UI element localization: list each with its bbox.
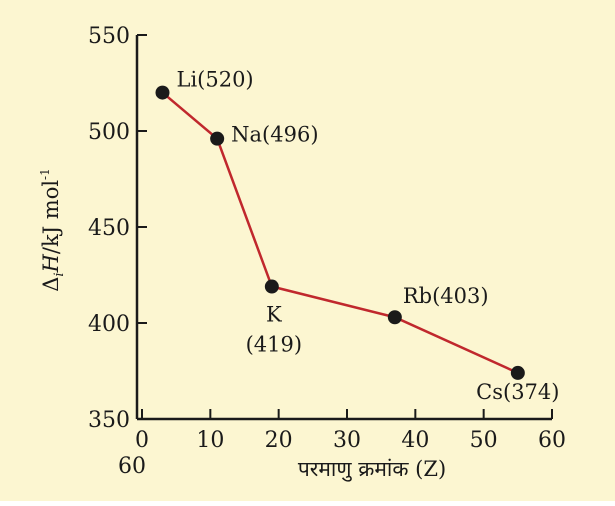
y-tick-label: 400: [88, 312, 130, 337]
y-tick-label: 550: [88, 24, 130, 49]
y-axis-title-delta: Δ: [39, 277, 63, 292]
data-point-na: [210, 131, 225, 146]
point-label-cs: Cs(374): [476, 380, 559, 404]
x-tick-label: 20: [265, 428, 293, 453]
y-axis-title-symbol: H: [39, 253, 63, 273]
x-tick-label: 40: [401, 428, 429, 453]
x-tick-label: 30: [333, 428, 361, 453]
y-tick-label: 450: [88, 216, 130, 241]
data-point-li: [155, 85, 170, 100]
ticks: 0 10 20 30 40 50 60 350 400 450 500 550: [88, 24, 566, 453]
x-tick-label: 10: [196, 428, 224, 453]
y-axis-title: ΔiH/kJ mol-1: [38, 168, 67, 292]
point-label-k-value: (419): [246, 333, 302, 357]
x-tick-extra-label: 60: [118, 454, 146, 479]
x-tick-label: 60: [538, 428, 566, 453]
data-point-cs: [510, 365, 525, 380]
y-axis-title-unit: /kJ mol: [39, 180, 63, 254]
y-tick-label: 500: [88, 120, 130, 145]
x-axis-title: परमाणु क्रमांक (Z): [298, 457, 446, 482]
y-axis-title-subscript: i: [52, 272, 67, 276]
point-label-rb: Rb(403): [403, 284, 489, 308]
x-tick-label: 50: [470, 428, 498, 453]
point-labels: Li(520) Na(496) K (419) Rb(403) Cs(374): [177, 68, 560, 404]
point-label-li: Li(520): [177, 68, 254, 92]
y-axis-title-superscript: -1: [38, 168, 52, 180]
y-tick-label: 350: [88, 408, 130, 433]
point-label-k: K: [266, 303, 282, 327]
data-point-k: [264, 279, 279, 294]
data-point-rb: [387, 310, 402, 325]
x-tick-label: 0: [135, 428, 149, 453]
point-label-na: Na(496): [231, 123, 318, 147]
series: [155, 85, 525, 380]
